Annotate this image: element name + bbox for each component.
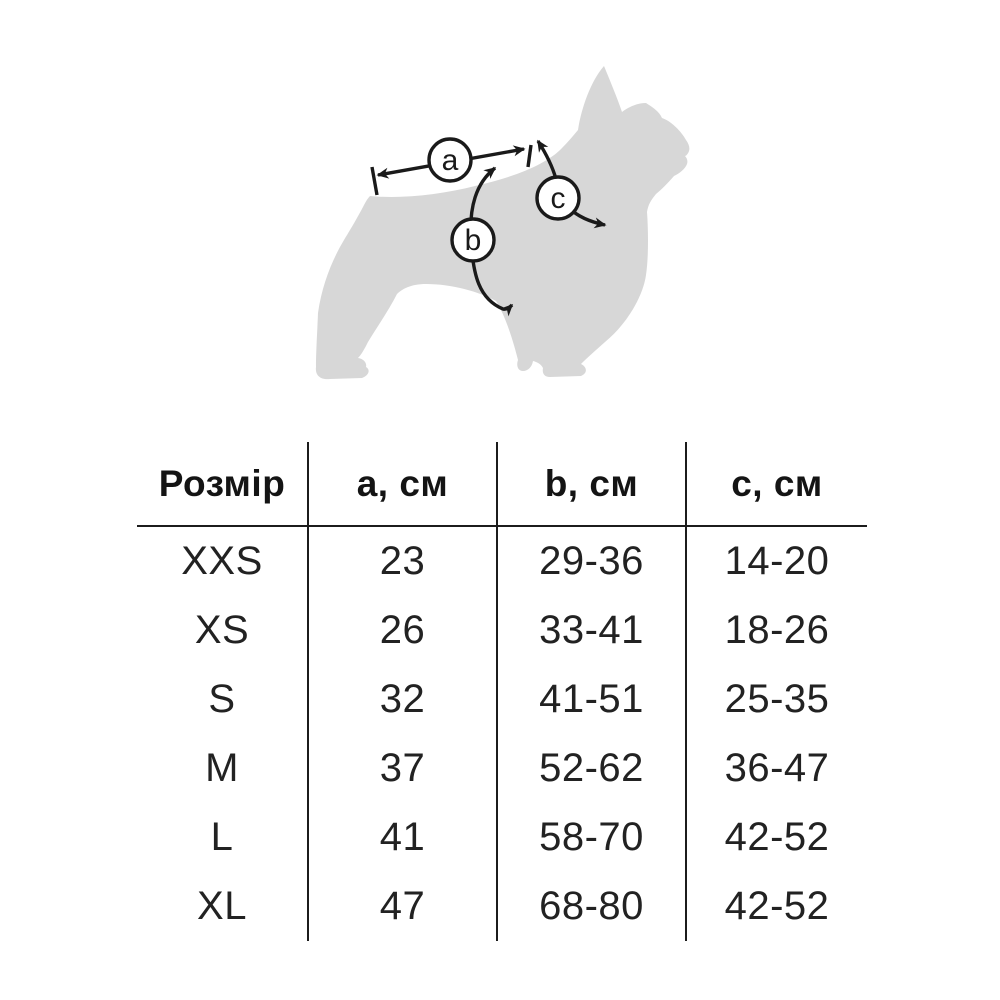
table-row-l: L 41 58-70 42-52 [137,803,867,872]
measure-c-circle [535,175,581,221]
cell-a: 37 [307,734,496,803]
cell-size: S [208,677,236,721]
measure-b-circle [450,217,496,263]
measure-b-label: b [465,224,482,257]
table-row-xs: XS 26 33-41 18-26 [137,596,867,665]
cell-size: L [210,815,234,859]
dog-measurement-diagram: a b c [315,66,690,380]
cell-b: 68-80 [496,872,685,941]
cell-b: 52-62 [496,734,685,803]
measure-a-label: a [442,144,459,177]
size-table-header: Розмір a, см b, см c, см [137,442,867,527]
cell-size: M [205,746,239,790]
table-row-m: M 37 52-62 36-47 [137,734,867,803]
measure-c-label: c [551,182,566,215]
dog-silhouette [315,66,690,380]
cell-a: 23 [307,527,496,596]
cell-c: 42-52 [685,872,867,941]
cell-a: 41 [307,803,496,872]
table-row-xl: XL 47 68-80 42-52 [137,872,867,941]
col-header-size: Розмір [158,462,286,504]
measure-b-curve [468,166,514,317]
cell-c: 18-26 [685,596,867,665]
cell-c: 14-20 [685,527,867,596]
cell-size: XL [197,884,247,928]
cell-a: 26 [307,596,496,665]
cell-b: 58-70 [496,803,685,872]
cell-a: 32 [307,665,496,734]
cell-size: XS [194,608,250,652]
cell-c: 36-47 [685,734,867,803]
col-header-c: c, см [685,442,867,525]
measure-a-circle [427,137,473,183]
table-row-xxs: XXS 23 29-36 14-20 [137,527,867,596]
col-header-b: b, см [496,442,685,525]
size-table-body: XXS 23 29-36 14-20 XS 26 33-41 18-26 S 3… [137,527,867,941]
col-header-a: a, см [307,442,496,525]
table-row-s: S 32 41-51 25-35 [137,665,867,734]
cell-a: 47 [307,872,496,941]
cell-size: XXS [181,539,263,583]
cell-c: 25-35 [685,665,867,734]
measure-a-tick-right [526,144,533,168]
cell-c: 42-52 [685,803,867,872]
cell-b: 33-41 [496,596,685,665]
size-table: Розмір a, см b, см c, см XXS 23 29-36 14… [137,442,867,941]
measure-a-tick-left [370,166,379,196]
cell-b: 29-36 [496,527,685,596]
cell-b: 41-51 [496,665,685,734]
